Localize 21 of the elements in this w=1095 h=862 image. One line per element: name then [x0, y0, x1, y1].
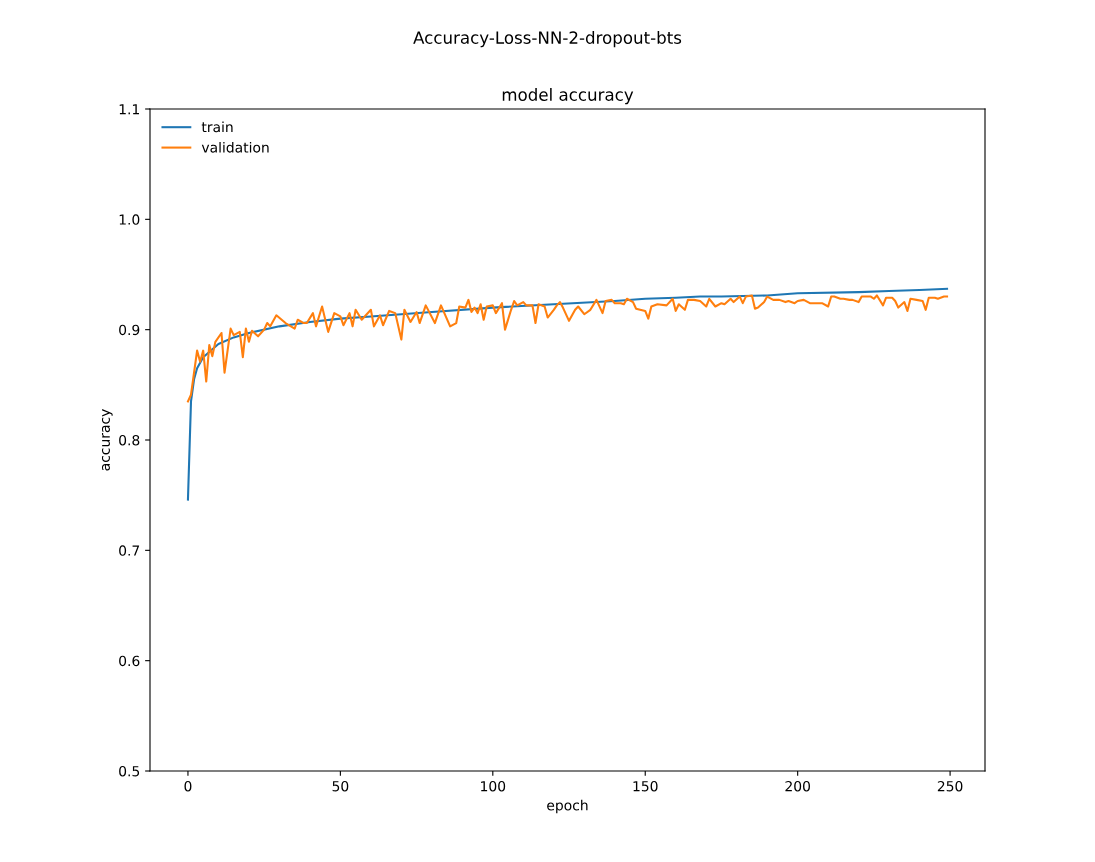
legend-label: train — [201, 121, 233, 133]
y-tick-label: 0.9 — [119, 324, 140, 336]
x-tick-label: 250 — [937, 780, 963, 792]
y-axis-title: accuracy — [101, 409, 113, 471]
y-tick-label: 1.0 — [119, 214, 140, 225]
chart-subtitle: model accuracy — [502, 88, 634, 105]
y-tick-label: 0.8 — [119, 434, 140, 446]
x-tick-label: 200 — [785, 780, 810, 792]
legend-label: validation — [201, 141, 269, 153]
x-tick-label: 150 — [633, 780, 658, 792]
y-tick-label: 0.6 — [119, 655, 140, 667]
y-tick-label: 1.1 — [119, 104, 139, 115]
x-tick-label: 100 — [481, 780, 506, 792]
line-series — [186, 294, 949, 403]
x-tick-label: 50 — [332, 780, 349, 792]
y-tick-label: 0.5 — [119, 765, 140, 777]
chart-title: Accuracy-Loss-NN-2-dropout-bts — [413, 31, 682, 48]
y-tick-label: 0.7 — [119, 545, 140, 556]
line-series — [186, 287, 949, 501]
x-axis-title: epoch — [547, 799, 588, 814]
x-tick-label: 0 — [184, 780, 192, 792]
